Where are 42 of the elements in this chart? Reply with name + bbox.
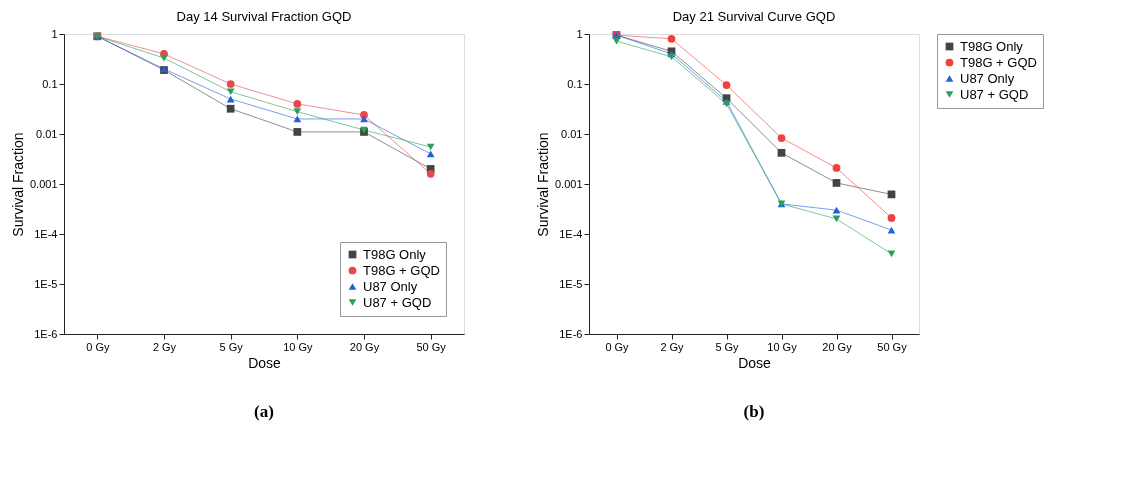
y-axis-title: Survival Fraction xyxy=(534,132,551,237)
legend-label: U87 + GQD xyxy=(363,294,432,310)
x-tick-label: 0 Gy xyxy=(605,340,630,353)
y-tick-label: 1 xyxy=(51,27,58,40)
y-tick-label: 0.1 xyxy=(42,77,58,90)
y-tick-label: 0.001 xyxy=(29,177,58,190)
x-tick-label: 50 Gy xyxy=(877,340,908,353)
y-tick-label: 0.01 xyxy=(36,127,58,140)
y-axis-title: Survival Fraction xyxy=(9,132,26,237)
y-tick-label: 0.1 xyxy=(567,77,583,90)
text: (b) xyxy=(743,402,765,421)
legend-label: T98G Only xyxy=(960,38,1024,54)
x-tick-label: 10 Gy xyxy=(767,340,798,353)
x-tick-label: 5 Gy xyxy=(715,340,740,353)
text: (a) xyxy=(254,402,274,421)
legend-label: U87 Only xyxy=(960,70,1015,86)
y-tick-label: 1E-4 xyxy=(34,227,58,240)
y-tick-label: 1E-5 xyxy=(34,277,58,290)
chart-title: Day 14 Survival Fraction GQD xyxy=(176,9,352,24)
legend-label: T98G + GQD xyxy=(363,262,440,278)
x-tick-label: 2 Gy xyxy=(660,340,685,353)
x-tick-label: 20 Gy xyxy=(349,340,380,353)
x-tick-label: 10 Gy xyxy=(283,340,313,353)
legend-label: U87 + GQD xyxy=(960,86,1029,102)
x-tick-label: 5 Gy xyxy=(219,340,244,353)
y-tick-label: 0.001 xyxy=(554,177,583,190)
x-tick-label: 2 Gy xyxy=(152,340,177,353)
y-tick-label: 1E-6 xyxy=(34,327,58,340)
x-tick-label: 50 Gy xyxy=(416,340,447,353)
x-axis-title: Dose xyxy=(738,354,772,371)
x-tick-label: 0 Gy xyxy=(86,340,110,353)
y-tick-label: 0.01 xyxy=(561,127,583,140)
y-tick-label: 1E-6 xyxy=(559,327,583,340)
x-tick-label: 20 Gy xyxy=(822,340,853,353)
legend-label: U87 Only xyxy=(363,278,418,294)
y-tick-label: 1E-5 xyxy=(559,277,583,290)
y-tick-label: 1 xyxy=(576,27,583,40)
x-axis-title: Dose xyxy=(248,354,282,371)
legend-label: T98G Only xyxy=(363,246,427,262)
legend-label: T98G + GQD xyxy=(960,54,1037,70)
chart-title: Day 21 Survival Curve GQD xyxy=(672,9,836,24)
y-tick-label: 1E-4 xyxy=(559,227,583,240)
